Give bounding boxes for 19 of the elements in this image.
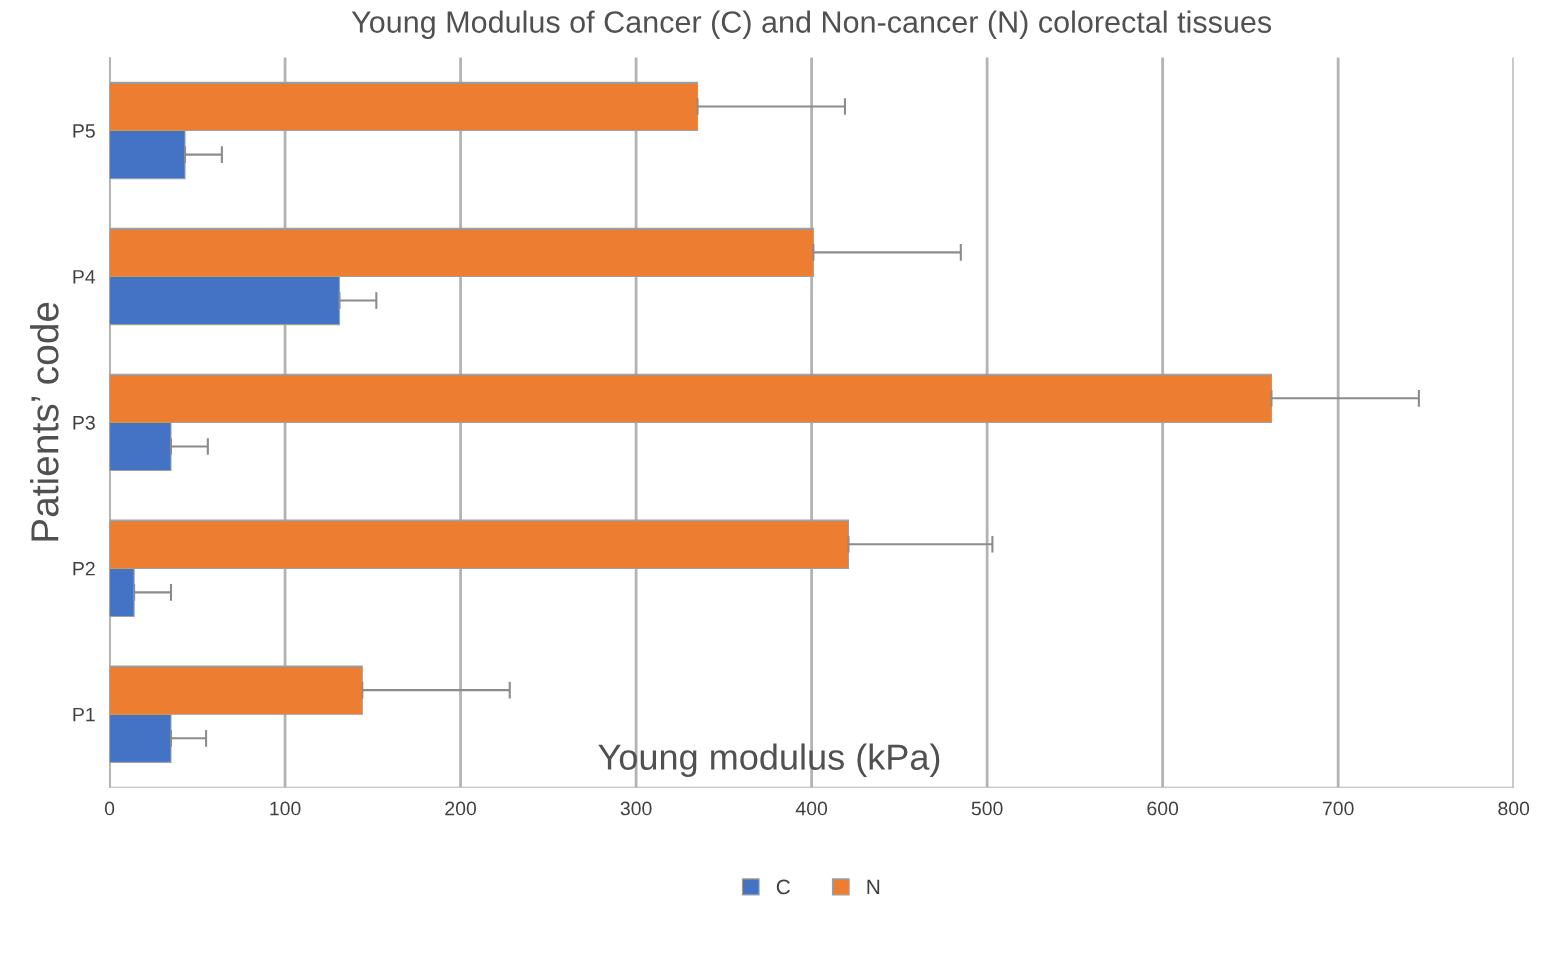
y-tick-label: P3 bbox=[73, 415, 95, 430]
x-tick-label: 600 bbox=[1147, 801, 1179, 816]
x-tick-label: 200 bbox=[445, 801, 477, 816]
y-tick-label: P1 bbox=[73, 707, 95, 722]
x-tick-label: 0 bbox=[104, 801, 115, 816]
chart-title: Young Modulus of Cancer (C) and Non-cancer (N) colorectal tissues bbox=[351, 10, 1272, 39]
x-tick-label: 400 bbox=[795, 801, 828, 816]
x-tick-label: 100 bbox=[270, 801, 301, 816]
y-tick-label: P4 bbox=[73, 270, 96, 284]
legend-label: C bbox=[776, 879, 790, 895]
y-tick-label: P5 bbox=[73, 124, 95, 138]
y-axis-title: Patients’ code bbox=[30, 302, 59, 541]
x-axis-title: Young modulus (kPa) bbox=[598, 743, 940, 778]
x-tick-label: 700 bbox=[1322, 801, 1354, 816]
x-tick-label: 500 bbox=[971, 801, 1003, 816]
x-tick-label: 800 bbox=[1498, 801, 1530, 816]
y-tick-label: P2 bbox=[73, 561, 95, 576]
x-tick-label: 300 bbox=[620, 801, 652, 816]
legend-label: N bbox=[867, 879, 880, 895]
